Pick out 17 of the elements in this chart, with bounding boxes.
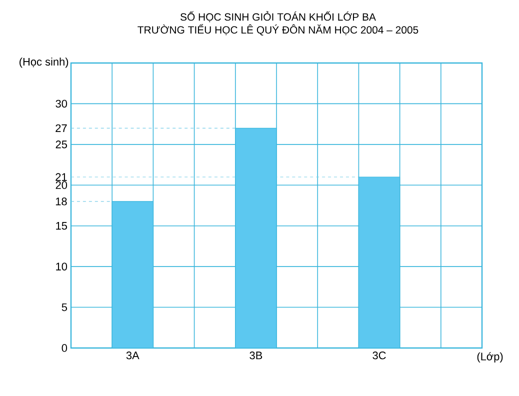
y-axis-title: (Học sinh) [20, 58, 68, 68]
ref-line-label: 21 [56, 173, 67, 181]
x-axis-title: (Lớp) [477, 352, 503, 363]
y-tick-label: 15 [56, 222, 68, 230]
y-tick-label: 10 [56, 262, 68, 270]
y-tick-label: 0 [62, 344, 68, 352]
chart-title: SỐ HỌC SINH GIỎI TOÁN KHỐI LỚP BA [180, 11, 376, 22]
x-tick-label: 3C [372, 352, 386, 360]
ref-line-label: 18 [56, 198, 67, 206]
ref-line-label: 27 [56, 124, 67, 132]
x-tick-label: 3B [250, 352, 262, 360]
chart-subtitle: TRƯỜNG TIỂU HỌC LÊ QUÝ ĐÔN NĂM HỌC 2004 – 2005 [138, 24, 418, 36]
x-tick-label: 3A [126, 352, 140, 360]
y-tick-label: 5 [62, 303, 68, 312]
y-tick-label: 30 [56, 100, 68, 108]
y-tick-label: 20 [56, 181, 68, 190]
y-tick-label: 25 [56, 140, 68, 148]
